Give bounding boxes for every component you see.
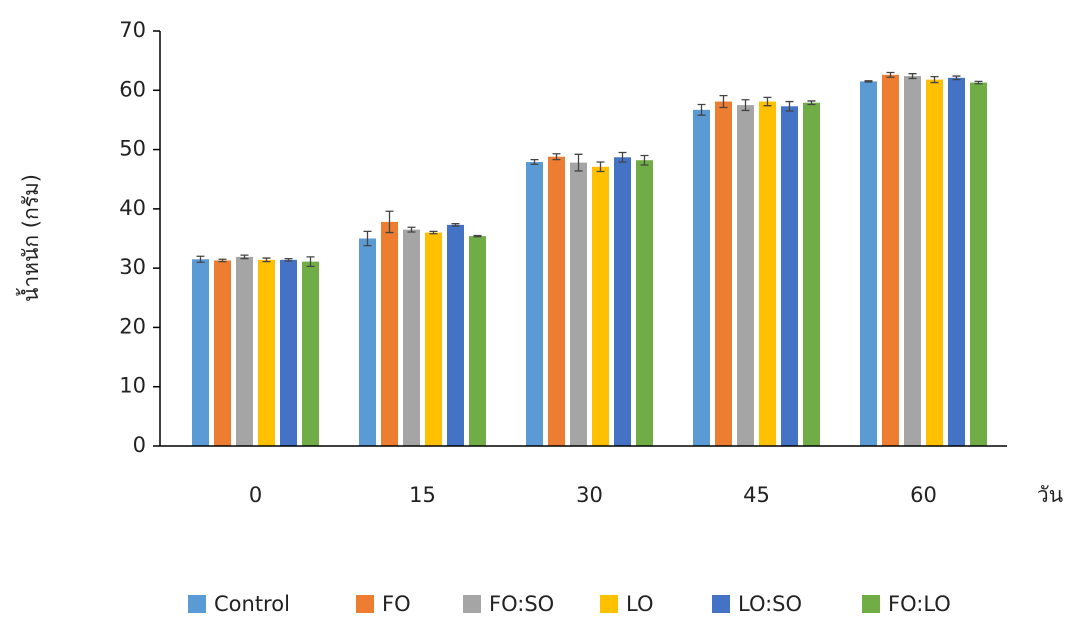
error-bar xyxy=(473,234,482,238)
legend-swatch xyxy=(712,595,730,613)
error-bar xyxy=(697,103,706,116)
bar xyxy=(948,77,965,446)
legend-swatch xyxy=(862,595,880,613)
error-bar xyxy=(552,153,561,161)
error-bar xyxy=(886,71,895,78)
bar xyxy=(693,109,710,446)
error-bar xyxy=(785,100,794,112)
bar xyxy=(781,106,798,447)
bar xyxy=(548,156,565,446)
error-bar xyxy=(807,100,816,106)
y-tick-label: 20 xyxy=(119,314,146,338)
y-tick-label: 40 xyxy=(119,196,146,220)
bar xyxy=(192,259,209,446)
error-bar xyxy=(574,153,583,172)
error-bar xyxy=(218,258,227,263)
error-bar xyxy=(864,80,873,83)
error-bar xyxy=(262,257,271,263)
error-bar xyxy=(719,94,728,109)
y-axis-label: น้ำหนัก (กรัม) xyxy=(16,174,43,302)
error-bar xyxy=(618,151,627,163)
legend-label: LO:SO xyxy=(738,592,802,616)
bar xyxy=(860,81,877,447)
legend-label: FO:LO xyxy=(888,592,951,616)
bar xyxy=(614,157,631,446)
bar xyxy=(737,105,754,446)
bar xyxy=(214,260,231,446)
bar xyxy=(403,229,420,446)
legend-swatch xyxy=(356,595,374,613)
legend-label: Control xyxy=(214,592,290,616)
error-bar xyxy=(196,255,205,263)
y-tick-label: 10 xyxy=(119,374,146,398)
y-tick-label: 60 xyxy=(119,77,146,101)
error-bar xyxy=(952,75,961,81)
x-tick-label: 30 xyxy=(576,483,603,507)
error-bar xyxy=(385,210,394,234)
legend-label: FO xyxy=(382,592,411,616)
bar xyxy=(759,101,776,447)
bar xyxy=(526,162,543,446)
legend-swatch xyxy=(600,595,618,613)
bar xyxy=(803,102,820,446)
bar xyxy=(970,82,987,446)
x-tick-label: 60 xyxy=(910,483,937,507)
bar xyxy=(236,256,253,446)
error-bar xyxy=(530,159,539,166)
legend-swatch xyxy=(463,595,481,613)
error-bar xyxy=(640,154,649,166)
x-axis-label: วัน xyxy=(1037,483,1063,507)
error-bar xyxy=(363,230,372,247)
legend-label: LO xyxy=(626,592,653,616)
bar xyxy=(447,224,464,446)
bar xyxy=(636,160,653,446)
error-bar xyxy=(240,254,249,260)
bar xyxy=(302,261,319,446)
error-bar xyxy=(407,226,416,233)
error-bar xyxy=(596,161,605,173)
error-bar xyxy=(306,256,315,268)
x-tick-label: 0 xyxy=(249,483,262,507)
bar xyxy=(359,238,376,446)
bar xyxy=(570,162,587,446)
error-bar xyxy=(930,76,939,84)
error-bar xyxy=(284,258,293,262)
legend-label: FO:SO xyxy=(489,592,554,616)
y-tick-label: 70 xyxy=(119,18,146,42)
legend-swatch xyxy=(188,595,206,613)
x-tick-label: 45 xyxy=(743,483,770,507)
y-tick-label: 0 xyxy=(133,433,146,457)
bar xyxy=(592,166,609,446)
bar xyxy=(904,76,921,447)
error-bar xyxy=(974,80,983,85)
bar xyxy=(258,259,275,446)
bar xyxy=(715,101,732,447)
bar xyxy=(882,74,899,446)
error-bar xyxy=(451,223,460,227)
error-bar xyxy=(429,230,438,235)
bar xyxy=(469,236,486,446)
error-bar xyxy=(763,96,772,107)
bar xyxy=(381,221,398,446)
bar xyxy=(926,79,943,446)
y-tick-label: 50 xyxy=(119,137,146,161)
error-bar xyxy=(908,73,917,80)
bar xyxy=(425,232,442,446)
y-tick-label: 30 xyxy=(119,255,146,279)
error-bar xyxy=(741,99,750,112)
bar xyxy=(280,259,297,446)
x-tick-label: 15 xyxy=(409,483,436,507)
